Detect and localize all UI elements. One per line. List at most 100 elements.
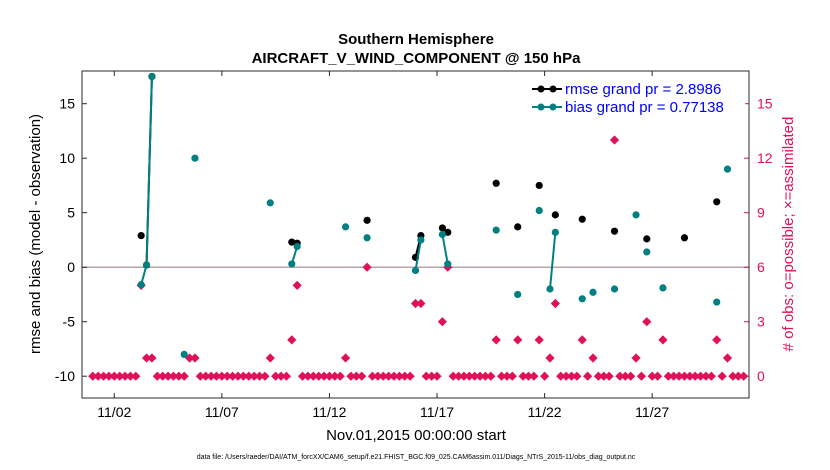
bias-line <box>414 239 422 271</box>
rmse-point <box>514 223 522 231</box>
obs-count-marker <box>228 371 238 381</box>
rmse-point <box>492 179 500 187</box>
obs-count-marker <box>712 335 722 345</box>
obs-count-marker <box>739 371 749 381</box>
legend-box <box>527 77 745 119</box>
bias-point <box>514 290 522 299</box>
bias-point <box>363 234 371 242</box>
obs-count-marker <box>507 371 517 381</box>
obs-count-marker <box>109 371 119 381</box>
bias-point <box>411 266 420 275</box>
obs-count-marker <box>421 371 431 381</box>
obs-count-marker <box>174 371 184 381</box>
obs-count-marker <box>158 371 168 381</box>
obs-count-marker <box>351 371 361 381</box>
obs-count-marker <box>572 371 582 381</box>
bias-point <box>191 154 199 162</box>
obs-count-marker <box>405 371 415 381</box>
obs-count-marker <box>652 371 663 381</box>
obs-count-marker <box>534 335 544 345</box>
x-axis-label: Nov.01,2015 00:00:00 start <box>326 427 507 444</box>
obs-count-marker <box>496 371 507 381</box>
legend-bias-label: bias grand pr = 0.77138 <box>565 99 724 116</box>
obs-count-marker <box>378 371 388 381</box>
obs-count-marker <box>222 371 232 381</box>
obs-count-marker <box>728 371 738 381</box>
obs-count-marker <box>265 353 275 363</box>
obs-count-marker <box>168 371 179 381</box>
legend-rmse-marker <box>549 85 557 93</box>
obs-count-marker <box>518 371 528 381</box>
obs-count-marker <box>276 371 286 381</box>
obs-count-marker <box>179 371 189 381</box>
y2-tick-label: 0 <box>757 368 765 384</box>
legend: rmse grand pr = 2.8986 bias grand pr = 0… <box>527 77 745 119</box>
bias-point <box>632 211 640 219</box>
y-tick-label: -10 <box>55 368 75 384</box>
obs-count-marker <box>340 353 351 363</box>
obs-count-marker <box>679 371 690 381</box>
y2-axis-label: # of obs: o=possible; ×=assimilated <box>780 117 797 352</box>
legend-bias-marker <box>549 103 557 111</box>
bias-point <box>546 285 554 293</box>
obs-count-marker <box>254 371 265 381</box>
y2-tick-label: 3 <box>757 314 765 330</box>
rmse-point <box>610 227 619 235</box>
obs-count-marker <box>152 371 162 381</box>
x-tick-label: 11/07 <box>205 404 239 420</box>
obs-count-marker <box>400 371 410 381</box>
obs-count-marker <box>163 371 173 381</box>
bias-point <box>180 350 188 358</box>
y-tick-label: 0 <box>67 259 75 275</box>
rmse-point <box>288 238 296 246</box>
x-tick-label: 11/12 <box>312 404 346 420</box>
obs-count-marker <box>367 371 378 381</box>
obs-count-marker <box>233 371 243 381</box>
rmse-point <box>551 211 559 219</box>
obs-count-marker <box>297 371 308 381</box>
obs-count-marker <box>271 371 281 381</box>
obs-count-marker <box>491 335 501 345</box>
obs-count-marker <box>104 371 114 381</box>
obs-count-marker <box>394 371 404 381</box>
obs-count-marker <box>448 371 458 381</box>
obs-count-marker <box>125 371 136 381</box>
obs-count-marker <box>141 353 152 363</box>
bias-point <box>444 260 452 268</box>
y2-tick-label: 12 <box>757 150 773 166</box>
obs-count-marker <box>98 371 109 381</box>
obs-count-marker <box>389 371 399 381</box>
obs-count-marker <box>287 335 297 345</box>
obs-count-marker <box>588 353 598 363</box>
obs-count-marker <box>475 371 485 381</box>
obs-count-marker <box>303 371 313 381</box>
obs-count-marker <box>583 371 593 381</box>
obs-count-marker <box>513 335 523 345</box>
obs-count-marker <box>190 353 200 363</box>
bias-point <box>713 298 721 306</box>
obs-count-marker <box>201 371 211 381</box>
x-tick-label: 11/22 <box>528 404 562 420</box>
obs-count-marker <box>626 371 636 381</box>
rmse-point <box>363 216 371 224</box>
obs-count-marker <box>733 371 743 381</box>
obs-count-marker <box>566 371 577 381</box>
obs-count-marker <box>120 371 130 381</box>
obs-count-marker <box>459 371 469 381</box>
obs-count-marker <box>432 371 442 381</box>
obs-count-marker <box>470 371 480 381</box>
bias-point <box>551 228 559 236</box>
obs-count-marker <box>480 371 491 381</box>
bias-line <box>441 234 449 265</box>
rmse-point <box>713 198 721 206</box>
obs-count-marker <box>593 371 603 381</box>
x-tick-label: 11/17 <box>420 404 454 420</box>
obs-count-marker <box>416 298 426 309</box>
obs-count-marker <box>292 280 302 290</box>
y-tick-label: 10 <box>59 150 75 166</box>
obs-count-marker <box>281 371 292 381</box>
obs-count-marker <box>615 371 625 381</box>
obs-count-marker <box>502 371 512 381</box>
obs-count-marker <box>685 371 695 381</box>
